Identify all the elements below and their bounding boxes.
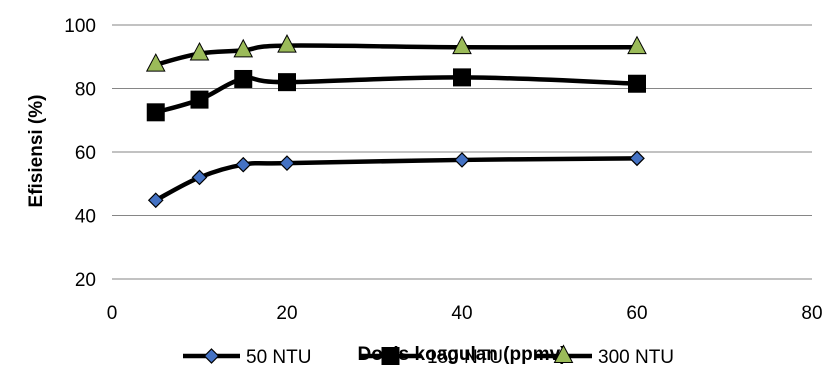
x-tick-label: 20: [276, 303, 297, 324]
legend: 50 NTU 150 NTU 300 NTU: [183, 344, 674, 368]
data-point: [191, 169, 208, 186]
y-tick-label: 100: [64, 16, 96, 37]
x-tick-label: 0: [107, 303, 118, 324]
data-point: [147, 192, 164, 209]
data-point: [278, 73, 296, 92]
data-point: [277, 34, 297, 53]
x-tick-labels: 0 20 40 60 80: [107, 303, 823, 324]
x-tick-label: 60: [626, 303, 647, 324]
legend-item-2: 300 NTU: [535, 344, 674, 368]
data-point: [629, 150, 645, 167]
y-tick-label: 60: [75, 143, 96, 164]
series-line-0: [153, 156, 640, 203]
series-2: [145, 34, 647, 72]
legend-label: 50 NTU: [246, 347, 311, 368]
legend-marker: [203, 348, 220, 364]
data-point: [452, 35, 472, 55]
y-axis-label: Efisiensi (%): [26, 95, 47, 208]
data-point: [235, 156, 252, 173]
grid-lines: [112, 24, 812, 280]
series-line-2: [153, 43, 640, 67]
series-group: [145, 34, 647, 209]
series-1: [146, 68, 646, 122]
series-line-1: [153, 75, 640, 115]
legend-marker: [553, 344, 574, 363]
data-point: [279, 155, 295, 171]
y-tick-label: 20: [75, 270, 96, 291]
data-point: [454, 152, 470, 168]
series-0: [147, 150, 645, 209]
x-axis-label: Dosis koagulan (ppmv): [357, 344, 566, 365]
data-point: [627, 35, 647, 55]
x-tick-label: 80: [801, 303, 822, 324]
data-point: [628, 74, 646, 93]
data-point: [146, 103, 165, 122]
data-point: [145, 53, 166, 72]
legend-label: 300 NTU: [598, 347, 674, 368]
y-tick-labels: 20 40 60 80 100: [64, 16, 96, 291]
legend-item-0: 50 NTU: [183, 347, 311, 368]
legend-item-1: 150 NTU: [360, 347, 503, 368]
y-tick-label: 80: [75, 80, 96, 101]
y-tick-label: 40: [75, 207, 96, 228]
data-point: [233, 38, 254, 58]
data-point: [453, 68, 471, 87]
legend-marker: [381, 347, 400, 365]
data-point: [190, 90, 209, 109]
data-point: [234, 69, 253, 88]
x-tick-label: 40: [451, 303, 472, 324]
data-point: [189, 41, 210, 61]
legend-label: 150 NTU: [427, 347, 503, 368]
